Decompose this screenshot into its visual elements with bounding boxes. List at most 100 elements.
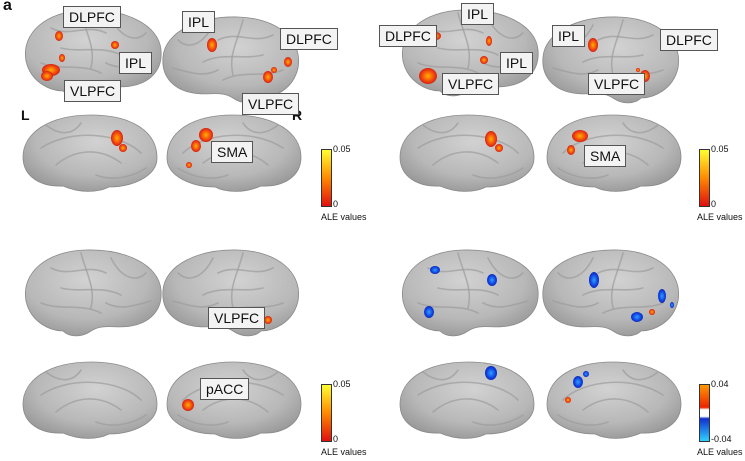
sulcus-line: [562, 381, 664, 401]
sulcus-line: [222, 69, 284, 81]
sulcus-line: [437, 287, 499, 296]
region-label-pacc: pACC: [200, 378, 250, 400]
medial-brain-view: [22, 361, 158, 439]
region-label-vlpfc: VLPFC: [242, 93, 300, 115]
region-label-sma: SMA: [211, 141, 254, 163]
region-label-vlpfc: VLPFC: [588, 73, 646, 95]
positive-activation-cluster: [182, 399, 194, 411]
sulcus-line: [60, 47, 122, 56]
region-label-sma: SMA: [584, 145, 627, 167]
sulcus-line: [557, 414, 609, 426]
region-label-vlpfc: VLPFC: [208, 307, 266, 329]
sulcus-line: [50, 267, 107, 274]
sulcus-line: [610, 19, 624, 76]
sulcus-line: [582, 54, 644, 63]
sulcus-line: [217, 34, 274, 41]
positive-activation-cluster: [588, 38, 598, 52]
sulcus-line: [552, 300, 599, 308]
positive-activation-cluster: [41, 71, 53, 81]
negative-activation-cluster: [583, 371, 589, 377]
positive-activation-cluster: [495, 144, 503, 152]
lateral-brain-view: [162, 16, 300, 104]
positive-activation-cluster: [119, 144, 127, 152]
colorbar-c-max: 0.05: [333, 379, 351, 389]
sulcus-line: [422, 369, 459, 381]
sulcus-line: [40, 381, 142, 401]
sulcus-line: [177, 167, 229, 179]
sulcus-line: [482, 300, 529, 308]
positive-activation-cluster: [284, 57, 292, 67]
region-label-ipl: IPL: [461, 3, 495, 25]
region-label-ipl: IPL: [500, 52, 534, 74]
sulcus-line: [597, 34, 654, 41]
sulcus-line: [422, 122, 459, 134]
brain-surfaces: [22, 9, 682, 439]
sulcus-line: [417, 302, 479, 314]
region-label-dlpfc: DLPFC: [280, 28, 338, 50]
positive-activation-cluster: [485, 131, 497, 147]
sulcus-line: [457, 12, 471, 69]
positive-activation-cluster: [59, 54, 65, 62]
negative-activation-cluster: [670, 302, 674, 308]
sulcus-line: [202, 287, 264, 296]
positive-activation-cluster: [271, 67, 277, 73]
positive-activation-cluster: [263, 71, 273, 83]
sulcus-line: [105, 300, 152, 308]
medial-brain-view: [546, 361, 682, 439]
sulcus-line: [55, 398, 122, 413]
sulcus-line: [557, 257, 594, 279]
sulcus-line: [417, 62, 479, 74]
region-label-dlpfc: DLPFC: [63, 6, 121, 28]
colorbar-b-min: 0: [711, 199, 717, 209]
sulcus-line: [597, 267, 654, 274]
positive-activation-cluster: [419, 68, 437, 84]
negative-activation-cluster: [430, 266, 440, 274]
colorbar-b-title: ALE values: [697, 212, 743, 222]
sulcus-line: [40, 62, 102, 74]
sulcus-line: [487, 257, 524, 279]
sulcus-line: [472, 167, 524, 179]
sulcus-line: [557, 167, 609, 179]
sulcus-line: [230, 19, 244, 76]
colorbar-a: [321, 149, 332, 207]
colorbar-c-min: 0: [333, 434, 339, 444]
sulcus-line: [45, 369, 82, 381]
sulcus-line: [50, 27, 107, 34]
negative-activation-cluster: [658, 289, 666, 303]
positive-activation-cluster: [567, 145, 575, 155]
sulcus-line: [417, 381, 519, 401]
region-label-ipl: IPL: [119, 52, 153, 74]
region-label-dlpfc: DLPFC: [660, 29, 718, 51]
sulcus-line: [45, 122, 82, 134]
negative-activation-cluster: [487, 274, 497, 286]
sulcus-line: [95, 414, 147, 426]
colorbar-d-max: 0.04: [711, 379, 729, 389]
sulcus-line: [60, 287, 122, 296]
sulcus-line: [217, 267, 274, 274]
sulcus-line: [582, 287, 644, 296]
sulcus-line: [177, 414, 229, 426]
negative-activation-cluster: [485, 366, 497, 380]
region-label-dlpfc: DLPFC: [379, 25, 437, 47]
positive-activation-cluster: [207, 38, 217, 52]
medial-brain-view: [399, 114, 535, 192]
activation-clusters: [41, 31, 674, 411]
colorbar-a-min: 0: [333, 199, 339, 209]
sulcus-line: [230, 252, 244, 309]
colorbar-c: [321, 384, 332, 442]
sulcus-line: [202, 54, 264, 63]
medial-brain-view: [399, 361, 535, 439]
positive-activation-cluster: [649, 309, 655, 315]
sulcus-line: [80, 252, 94, 309]
positive-activation-cluster: [191, 140, 201, 152]
positive-activation-cluster: [111, 41, 119, 49]
right-hemisphere-marker: R: [292, 107, 303, 123]
positive-activation-cluster: [572, 130, 588, 142]
positive-activation-cluster: [111, 130, 123, 146]
sulcus-line: [552, 67, 599, 75]
sulcus-line: [610, 252, 624, 309]
sulcus-line: [172, 67, 219, 75]
colorbar-a-title: ALE values: [321, 212, 367, 222]
sulcus-line: [172, 300, 219, 308]
